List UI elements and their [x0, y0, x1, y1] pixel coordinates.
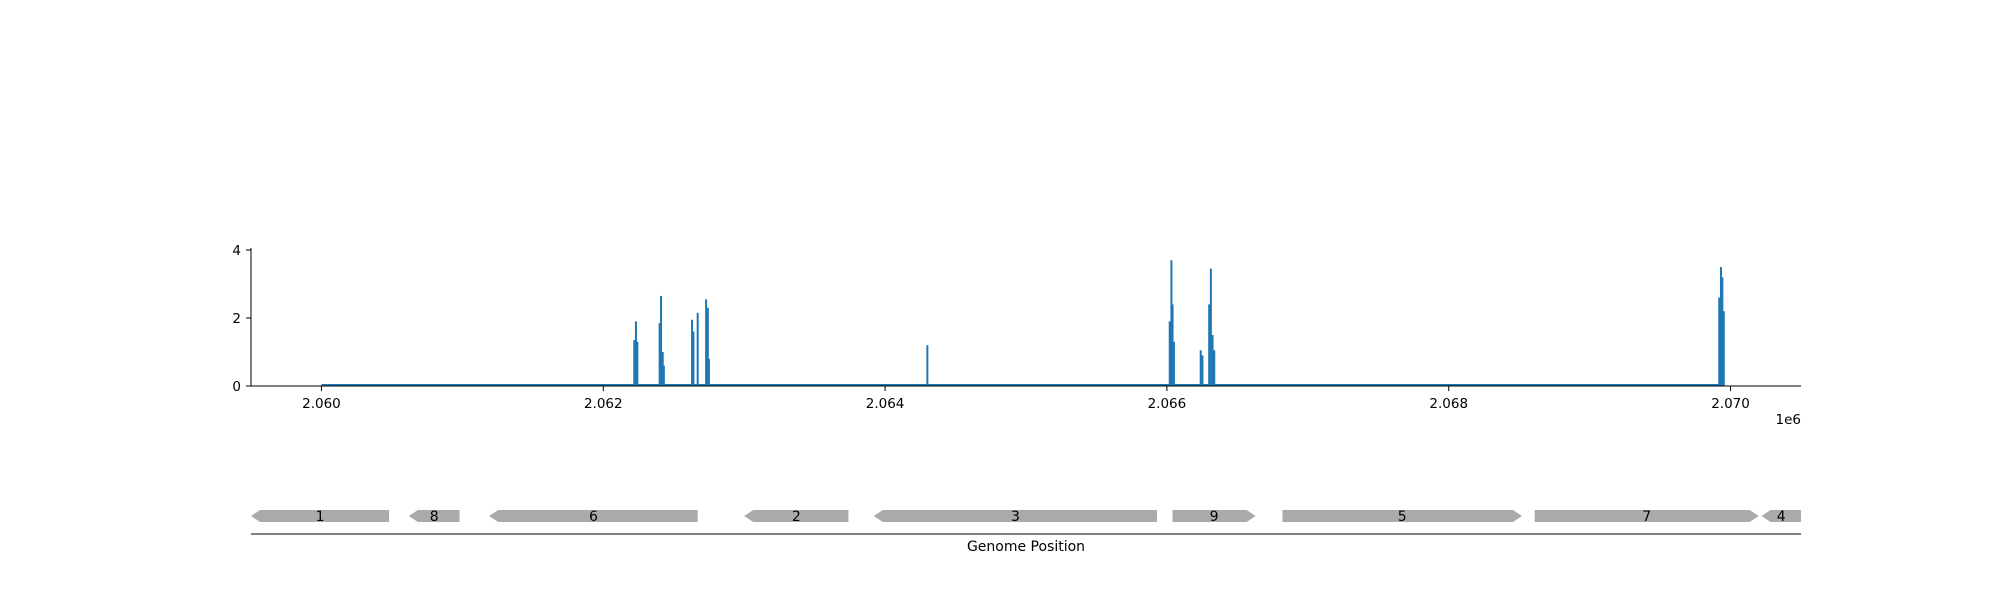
- y-tick-label: 0: [232, 379, 241, 395]
- gene-arrow: [408, 510, 460, 522]
- gene-label: 9: [1210, 509, 1219, 525]
- y-tick-label: 2: [232, 311, 241, 327]
- gene-arrow: [251, 510, 390, 522]
- gene-label: 7: [1642, 509, 1651, 525]
- x-tick-label: 2.064: [866, 396, 905, 412]
- gene-label: 3: [1011, 509, 1020, 525]
- x-axis-label: Genome Position: [967, 539, 1085, 555]
- gene-label: 4: [1777, 509, 1786, 525]
- gene-label: 8: [430, 509, 439, 525]
- gene-arrow: [1761, 510, 1801, 522]
- coverage-series: [633, 260, 1725, 386]
- y-tick-label: 4: [232, 243, 241, 259]
- x-tick-label: 2.060: [302, 396, 341, 412]
- gene-label: 1: [316, 509, 325, 525]
- gene-track: 1 8 6 2 3 9 5 7 4 Genome Position: [251, 509, 1801, 555]
- gene-arrow: [1172, 510, 1256, 522]
- gene-arrows: 1 8 6 2 3 9 5 7 4: [251, 509, 1801, 525]
- x-tick-label: 2.070: [1711, 396, 1750, 412]
- gene-arrow: [1282, 510, 1522, 522]
- coverage-plot: 2.060 2.062 2.064 2.066 2.068 2.070 0 2 4 1e6: [232, 243, 1801, 428]
- gene-arrow: [1534, 510, 1759, 522]
- x-tick-label: 2.066: [1148, 396, 1187, 412]
- x-tick-label: 2.068: [1429, 396, 1468, 412]
- gene-label: 6: [589, 509, 598, 525]
- gene-label: 2: [792, 509, 801, 525]
- x-axis-ticks: 2.060 2.062 2.064 2.066 2.068 2.070: [302, 386, 1750, 412]
- gene-arrow: [744, 510, 849, 522]
- gene-arrow: [873, 510, 1158, 522]
- gene-arrow: [489, 510, 698, 522]
- gene-label: 5: [1398, 509, 1407, 525]
- y-axis-ticks: 0 2 4: [232, 243, 251, 395]
- x-axis-offset-label: 1e6: [1776, 412, 1801, 428]
- x-tick-label: 2.062: [584, 396, 623, 412]
